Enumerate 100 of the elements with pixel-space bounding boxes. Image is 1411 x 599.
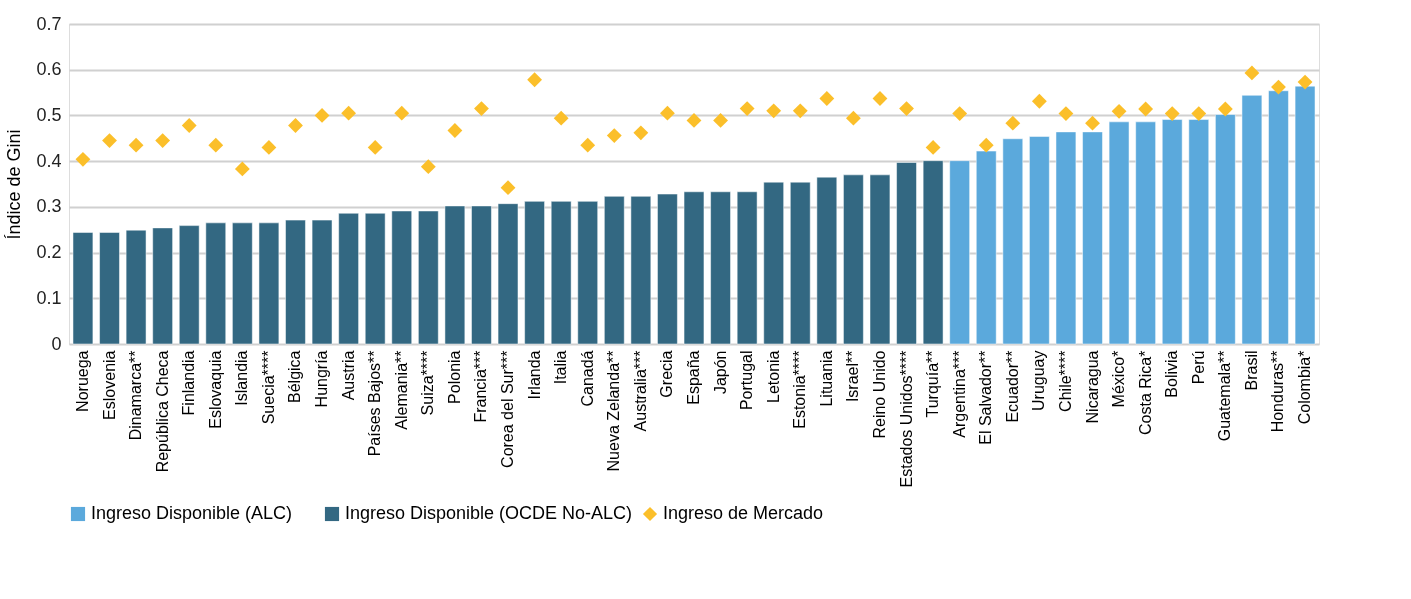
point	[1058, 106, 1074, 122]
bar	[763, 181, 784, 345]
point	[341, 105, 357, 121]
point	[660, 105, 675, 121]
bar	[1215, 114, 1236, 345]
x-tick-label: Noruega	[73, 350, 91, 412]
x-tick-label: Grecia	[658, 350, 676, 398]
x-tick-label: Finlandia	[180, 350, 198, 416]
point	[474, 101, 489, 116]
bar	[444, 205, 466, 345]
x-tick-label: Nueva Zelanda**	[605, 350, 623, 472]
x-tick-label: Turquía**	[924, 350, 942, 418]
y-tick-label: 0.4	[36, 150, 62, 171]
point	[420, 159, 436, 175]
point	[819, 91, 835, 106]
y-tick-label: 0.6	[36, 59, 62, 80]
bar	[843, 174, 864, 345]
y-tick-label: 0.1	[36, 287, 62, 308]
x-tick-label: Suiza****	[419, 350, 437, 416]
x-tick-label: Colombia*	[1296, 350, 1314, 425]
bar	[338, 213, 359, 345]
x-tick-label: Perú	[1189, 350, 1207, 385]
point	[1271, 79, 1286, 95]
bar	[630, 196, 652, 345]
x-tick-label: Hungría	[313, 350, 331, 408]
x-tick-label: Guatemala**	[1216, 350, 1234, 442]
x-tick-label: Países Bajos**	[366, 350, 384, 457]
bar	[736, 191, 758, 345]
bar	[550, 201, 572, 345]
point	[314, 108, 330, 123]
bar	[896, 162, 917, 345]
bar	[285, 219, 306, 345]
bar	[710, 191, 731, 345]
point	[766, 103, 782, 119]
bar	[258, 222, 280, 345]
x-tick-label: Polonia	[445, 350, 463, 404]
bar	[657, 193, 678, 345]
bar	[577, 201, 598, 345]
point	[394, 105, 410, 121]
x-tick-label: Eslovaquia	[206, 350, 224, 429]
bar	[1241, 95, 1263, 345]
x-tick-label: Brasil	[1242, 350, 1260, 391]
bar	[1055, 131, 1077, 345]
point	[1138, 101, 1154, 117]
bar	[364, 213, 386, 345]
bar	[1188, 119, 1209, 345]
bar	[949, 160, 970, 345]
point	[102, 133, 117, 148]
bar	[1162, 119, 1183, 345]
x-tick-label: Irlanda	[525, 350, 543, 400]
bar	[816, 176, 838, 345]
x-tick-label: México*	[1110, 350, 1128, 408]
x-tick-label: Uruguay	[1030, 350, 1048, 411]
x-tick-label: Italia	[552, 350, 570, 385]
bar	[232, 222, 253, 345]
bar	[1135, 121, 1156, 345]
legend-label: Ingreso de Mercado	[663, 503, 824, 523]
point	[978, 137, 994, 153]
point	[553, 110, 569, 126]
x-tick-label: Corea del Sur***	[499, 350, 517, 468]
bar	[72, 232, 94, 345]
bar	[1082, 131, 1103, 345]
point	[181, 118, 197, 133]
point	[739, 101, 755, 116]
x-tick-label: Australia***	[631, 350, 649, 432]
y-tick-label: 0.7	[36, 13, 62, 34]
bar	[179, 225, 200, 345]
bar	[524, 201, 545, 345]
bar	[497, 203, 519, 345]
x-tick-label: Ecuador**	[1003, 350, 1021, 423]
point	[261, 140, 277, 155]
bar	[922, 160, 944, 345]
point	[952, 106, 968, 122]
x-tick-label: Portugal	[738, 350, 756, 411]
x-tick-label: Estados Unidos****	[897, 350, 915, 488]
bar	[1002, 138, 1024, 345]
point	[1244, 65, 1260, 81]
bar	[471, 205, 492, 345]
x-tick-label: Argentina***	[950, 350, 968, 438]
x-tick-label: Letonia	[764, 350, 782, 403]
y-tick-label: 0	[51, 333, 62, 354]
point	[1031, 93, 1047, 109]
x-tick-label: Suecia****	[259, 350, 277, 425]
x-tick-label: Bélgica	[286, 350, 304, 403]
point	[208, 137, 224, 153]
x-tick-label: Nicaragua	[1083, 350, 1101, 424]
point	[234, 161, 250, 177]
point	[527, 72, 543, 88]
x-tick-label: Costa Rica*	[1136, 350, 1154, 435]
x-tick-label: España	[685, 350, 702, 405]
x-tick-label: Francia***	[472, 350, 490, 423]
bar	[1294, 85, 1316, 345]
point	[128, 137, 144, 153]
bar	[1029, 136, 1050, 345]
bar	[311, 219, 333, 345]
point	[845, 110, 861, 126]
x-tick-label: Estonia****	[791, 350, 809, 429]
y-tick-label: 0.3	[36, 196, 62, 217]
bar	[790, 181, 811, 345]
y-tick-label: 0.2	[36, 242, 62, 263]
